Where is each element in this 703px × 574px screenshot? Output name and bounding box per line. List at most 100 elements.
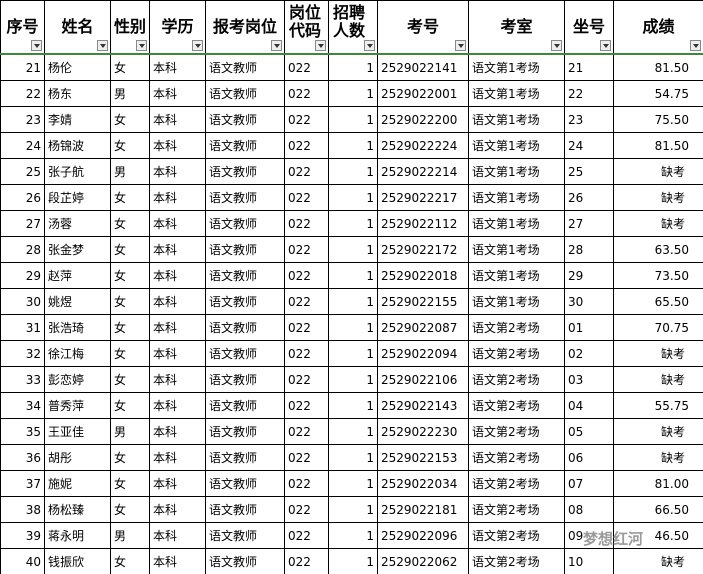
cell-position-code[interactable]: 022 — [284, 392, 329, 419]
cell-hire-count[interactable]: 1 — [328, 262, 378, 289]
cell-position[interactable]: 语文教师 — [205, 444, 285, 471]
cell-name[interactable]: 杨伦 — [44, 53, 111, 81]
cell-seq[interactable]: 39 — [0, 522, 45, 549]
cell-seq[interactable]: 22 — [0, 80, 45, 107]
cell-exam-id[interactable]: 2529022155 — [377, 288, 469, 315]
cell-education[interactable]: 本科 — [149, 548, 206, 574]
cell-score[interactable]: 55.75 — [613, 392, 703, 419]
cell-gender[interactable]: 女 — [110, 288, 150, 315]
cell-seq[interactable]: 34 — [0, 392, 45, 419]
cell-hire-count[interactable]: 1 — [328, 80, 378, 107]
cell-gender[interactable]: 女 — [110, 548, 150, 574]
cell-seq[interactable]: 30 — [0, 288, 45, 315]
cell-position-code[interactable]: 022 — [284, 184, 329, 211]
cell-position[interactable]: 语文教师 — [205, 262, 285, 289]
cell-score[interactable]: 缺考 — [613, 158, 703, 185]
cell-exam-room[interactable]: 语文第1考场 — [468, 288, 565, 315]
cell-score[interactable]: 81.50 — [613, 132, 703, 159]
cell-gender[interactable]: 女 — [110, 444, 150, 471]
cell-seat[interactable]: 10 — [564, 548, 614, 574]
cell-seq[interactable]: 33 — [0, 366, 45, 393]
cell-name[interactable]: 普秀萍 — [44, 392, 111, 419]
cell-position-code[interactable]: 022 — [284, 548, 329, 574]
cell-gender[interactable]: 男 — [110, 522, 150, 549]
cell-seq[interactable]: 24 — [0, 132, 45, 159]
cell-exam-id[interactable]: 2529022001 — [377, 80, 469, 107]
cell-position-code[interactable]: 022 — [284, 418, 329, 445]
cell-position-code[interactable]: 022 — [284, 522, 329, 549]
cell-exam-id[interactable]: 2529022087 — [377, 314, 469, 341]
cell-exam-room[interactable]: 语文第2考场 — [468, 470, 565, 497]
cell-exam-id[interactable]: 2529022094 — [377, 340, 469, 367]
cell-seq[interactable]: 38 — [0, 496, 45, 523]
cell-education[interactable]: 本科 — [149, 158, 206, 185]
cell-seq[interactable]: 36 — [0, 444, 45, 471]
cell-hire-count[interactable]: 1 — [328, 548, 378, 574]
cell-position-code[interactable]: 022 — [284, 314, 329, 341]
cell-position[interactable]: 语文教师 — [205, 158, 285, 185]
cell-position-code[interactable]: 022 — [284, 366, 329, 393]
filter-dropdown-icon[interactable] — [551, 40, 562, 51]
cell-score[interactable]: 70.75 — [613, 314, 703, 341]
cell-position[interactable]: 语文教师 — [205, 210, 285, 237]
cell-position[interactable]: 语文教师 — [205, 106, 285, 133]
cell-exam-id[interactable]: 2529022062 — [377, 548, 469, 574]
cell-score[interactable]: 缺考 — [613, 548, 703, 574]
cell-seat[interactable]: 28 — [564, 236, 614, 263]
cell-exam-id[interactable]: 2529022224 — [377, 132, 469, 159]
cell-seq[interactable]: 29 — [0, 262, 45, 289]
cell-exam-room[interactable]: 语文第2考场 — [468, 340, 565, 367]
cell-score[interactable]: 缺考 — [613, 340, 703, 367]
cell-score[interactable]: 63.50 — [613, 236, 703, 263]
cell-position[interactable]: 语文教师 — [205, 80, 285, 107]
filter-dropdown-icon[interactable] — [315, 40, 326, 51]
cell-hire-count[interactable]: 1 — [328, 236, 378, 263]
cell-exam-room[interactable]: 语文第2考场 — [468, 548, 565, 574]
cell-name[interactable]: 张浩琦 — [44, 314, 111, 341]
cell-score[interactable]: 缺考 — [613, 366, 703, 393]
cell-position-code[interactable]: 022 — [284, 210, 329, 237]
cell-seat[interactable]: 07 — [564, 470, 614, 497]
cell-exam-room[interactable]: 语文第1考场 — [468, 132, 565, 159]
cell-position-code[interactable]: 022 — [284, 288, 329, 315]
cell-education[interactable]: 本科 — [149, 444, 206, 471]
filter-dropdown-icon[interactable] — [136, 40, 147, 51]
cell-exam-id[interactable]: 2529022172 — [377, 236, 469, 263]
cell-exam-room[interactable]: 语文第1考场 — [468, 158, 565, 185]
cell-gender[interactable]: 女 — [110, 262, 150, 289]
cell-seq[interactable]: 32 — [0, 340, 45, 367]
cell-seq[interactable]: 21 — [0, 53, 45, 81]
cell-exam-room[interactable]: 语文第2考场 — [468, 444, 565, 471]
cell-position-code[interactable]: 022 — [284, 80, 329, 107]
cell-name[interactable]: 杨锦波 — [44, 132, 111, 159]
cell-position[interactable]: 语文教师 — [205, 418, 285, 445]
cell-exam-id[interactable]: 2529022096 — [377, 522, 469, 549]
cell-exam-id[interactable]: 2529022181 — [377, 496, 469, 523]
cell-score[interactable]: 缺考 — [613, 418, 703, 445]
filter-dropdown-icon[interactable] — [455, 40, 466, 51]
cell-exam-id[interactable]: 2529022034 — [377, 470, 469, 497]
filter-dropdown-icon[interactable] — [192, 40, 203, 51]
cell-score[interactable]: 81.00 — [613, 470, 703, 497]
cell-education[interactable]: 本科 — [149, 210, 206, 237]
cell-seq[interactable]: 26 — [0, 184, 45, 211]
cell-gender[interactable]: 女 — [110, 366, 150, 393]
cell-exam-room[interactable]: 语文第1考场 — [468, 210, 565, 237]
cell-education[interactable]: 本科 — [149, 392, 206, 419]
cell-seat[interactable]: 30 — [564, 288, 614, 315]
cell-education[interactable]: 本科 — [149, 80, 206, 107]
cell-seat[interactable]: 05 — [564, 418, 614, 445]
cell-gender[interactable]: 男 — [110, 418, 150, 445]
cell-seat[interactable]: 26 — [564, 184, 614, 211]
cell-gender[interactable]: 女 — [110, 210, 150, 237]
cell-gender[interactable]: 男 — [110, 80, 150, 107]
cell-exam-id[interactable]: 2529022200 — [377, 106, 469, 133]
cell-position[interactable]: 语文教师 — [205, 340, 285, 367]
cell-name[interactable]: 蒋永明 — [44, 522, 111, 549]
cell-position-code[interactable]: 022 — [284, 53, 329, 81]
cell-education[interactable]: 本科 — [149, 314, 206, 341]
cell-exam-room[interactable]: 语文第2考场 — [468, 496, 565, 523]
cell-position-code[interactable]: 022 — [284, 132, 329, 159]
cell-exam-room[interactable]: 语文第2考场 — [468, 392, 565, 419]
cell-position[interactable]: 语文教师 — [205, 236, 285, 263]
